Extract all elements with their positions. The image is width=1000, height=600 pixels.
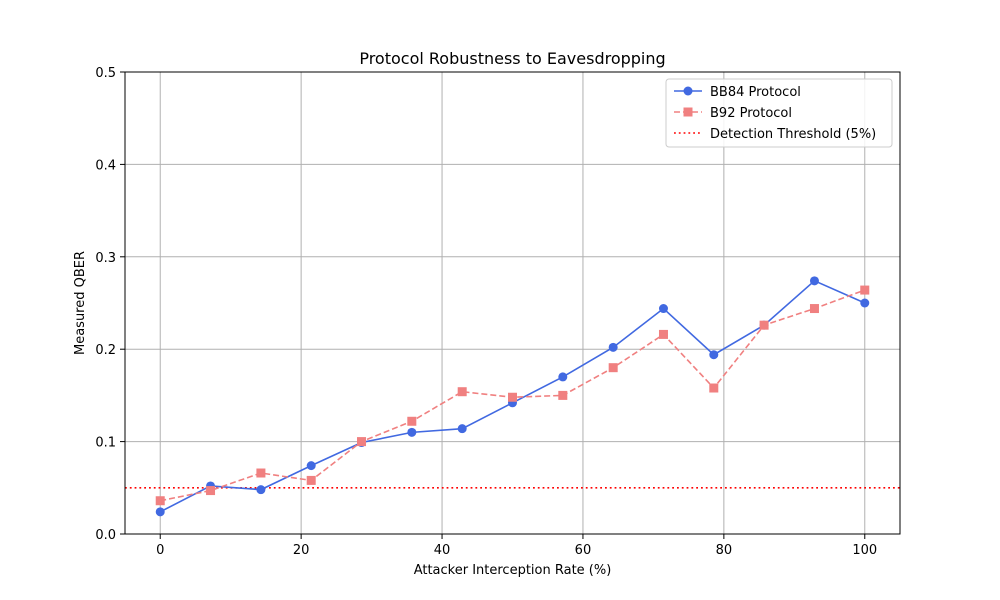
bb84-data-point: [608, 342, 618, 352]
x-tick-label: 20: [293, 543, 310, 558]
bb84-data-point: [457, 424, 467, 434]
b92-data-point: [508, 392, 517, 402]
x-tick-label: 40: [434, 543, 451, 558]
b92-data-point: [608, 363, 618, 373]
y-tick-label: 0.4: [95, 158, 116, 173]
b92-data-point: [457, 387, 467, 397]
b92-data-point: [809, 304, 819, 314]
y-axis-title: Measured QBER: [73, 251, 88, 355]
bb84-data-point: [306, 461, 316, 471]
b92-data-point: [306, 475, 316, 485]
b92-data-point: [206, 486, 216, 496]
b92-data-point: [357, 437, 367, 447]
bb84-data-point: [658, 304, 668, 314]
chart-title: Protocol Robustness to Eavesdropping: [359, 49, 665, 68]
x-tick-label: 60: [575, 543, 592, 558]
plot-frame: [124, 71, 901, 535]
legend-b92-marker: [683, 107, 693, 117]
b92-data-point: [860, 285, 870, 295]
x-tick-label: 0: [156, 543, 164, 558]
legend-bb84-marker: [683, 86, 693, 96]
legend-bb84-label: BB84 Protocol: [710, 85, 801, 100]
x-axis-title: Attacker Interception Rate (%): [414, 563, 612, 578]
b92-data-point: [155, 496, 165, 506]
bb84-data-point: [860, 298, 870, 308]
y-tick-label: 0.1: [95, 436, 116, 451]
b92-data-point: [407, 416, 417, 426]
b92-data-point: [658, 329, 668, 339]
bb84-data-point: [256, 485, 266, 495]
b92-data-point: [256, 468, 266, 478]
bb84-data-point: [155, 507, 165, 517]
y-tick-label: 0.0: [95, 528, 116, 543]
ticks: 0 20 40 60 80 100 0.0 0.1 0.2 0.3 0.4 0.5: [95, 66, 877, 558]
legend-box: [665, 78, 893, 148]
y-tick-label: 0.3: [95, 251, 116, 266]
series-layer: [155, 276, 870, 517]
bb84-data-point: [558, 372, 568, 382]
b92-data-point: [558, 390, 568, 400]
legend: BB84 Protocol B92 Protocol Detection Thres…: [665, 78, 893, 148]
y-tick-label: 0.2: [95, 343, 116, 358]
y-tick-label: 0.5: [95, 66, 116, 81]
b92-data-point: [709, 383, 719, 393]
x-tick-label: 100: [852, 543, 877, 558]
bb84-data-point: [809, 276, 819, 286]
x-tick-label: 80: [716, 543, 733, 558]
b92-data-point: [759, 320, 769, 330]
legend-b92-label: B92 Protocol: [710, 106, 792, 121]
bb84-data-point: [709, 350, 719, 360]
legend-threshold-label: Detection Threshold (5%): [710, 127, 876, 142]
bb84-data-point: [407, 427, 417, 437]
